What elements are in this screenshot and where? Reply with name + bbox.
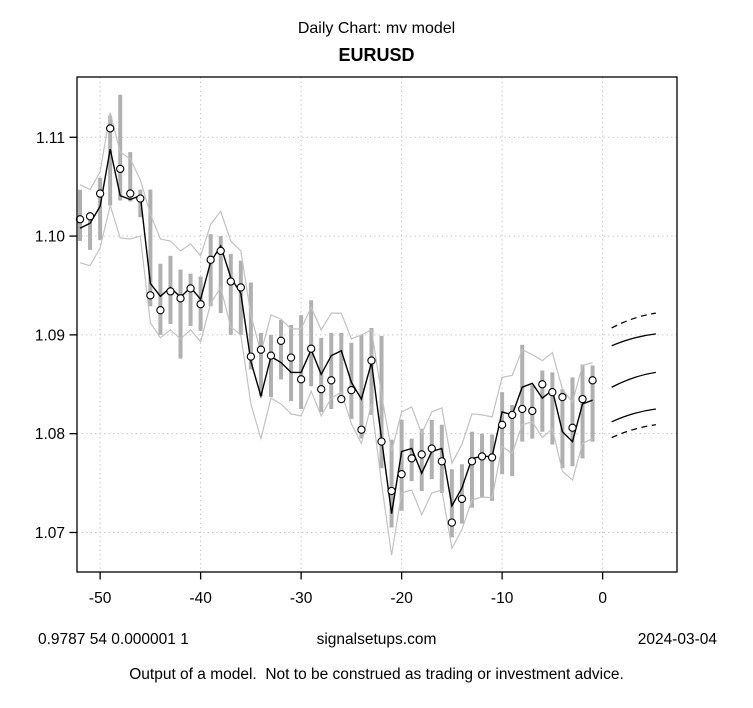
x-tick-label: -50 (89, 590, 112, 607)
high-low-bars (78, 94, 595, 538)
y-tick-label: 1.07 (35, 525, 65, 542)
axes: -50 -40 -30 -20 -10 0 1.07 1.08 1.09 1.10 1.11 (35, 130, 607, 607)
x-tick-label: -40 (189, 590, 212, 607)
y-tick-label: 1.08 (35, 426, 65, 443)
gridlines (77, 77, 677, 572)
y-tick-label: 1.09 (35, 327, 65, 344)
chart-title-symbol: EURUSD (338, 45, 415, 65)
confidence-bands (79, 112, 593, 556)
model-fit-line (79, 148, 593, 514)
forecast-center (611, 371, 656, 388)
observed-points (75, 124, 597, 527)
x-tick-label: -30 (290, 590, 313, 607)
chart-supertitle: Daily Chart: mv model (297, 20, 456, 37)
x-tick-label: -10 (491, 590, 514, 607)
forecast-fan (611, 312, 656, 439)
plot-border (76, 76, 678, 573)
y-tick-label: 1.11 (36, 130, 65, 147)
forecast-lower-outer (611, 424, 656, 439)
footer-stats: 0.9787 54 0.000001 1 (38, 631, 189, 648)
forecast-upper-outer (611, 312, 656, 329)
site-text: signalsetups.com (316, 631, 437, 648)
disclaimer-text: Output of a model. Not to be construed a… (129, 666, 624, 683)
footer-date: 2024-03-04 (637, 631, 717, 648)
x-tick-label: -20 (390, 590, 413, 607)
y-tick-label: 1.10 (35, 229, 66, 246)
forecast-lower-inner (611, 408, 656, 423)
x-tick-label: 0 (598, 590, 607, 607)
forecast-upper-inner (611, 333, 656, 347)
